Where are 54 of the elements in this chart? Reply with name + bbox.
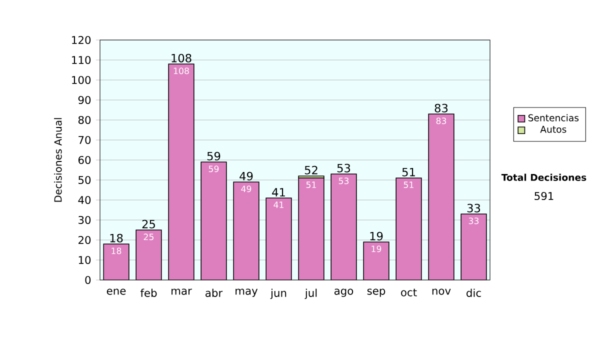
x-tick-label: abr: [206, 288, 223, 297]
x-tick-label: jun: [270, 288, 286, 300]
y-tick-label: 80: [78, 116, 91, 124]
total-label: 51: [402, 168, 415, 176]
text: 591: [534, 192, 554, 200]
y-tick-label: 70: [78, 136, 91, 144]
legend-label: Autos: [540, 126, 566, 133]
total-label: 52: [304, 166, 318, 174]
y-axis-title: Decisiones Anual: [54, 118, 62, 202]
total-label: 18: [110, 234, 123, 242]
y-tick-label: 0: [85, 276, 91, 284]
x-tick-label: sep: [367, 288, 386, 297]
data-label: 51: [404, 182, 414, 188]
total-label: 108: [172, 54, 192, 62]
x-tick-label: jul: [304, 288, 317, 300]
total-label: 33: [467, 204, 480, 212]
legend-label: Sentencias: [528, 114, 579, 122]
data-label: 41: [274, 202, 284, 208]
data-label: 33: [468, 218, 479, 224]
x-tick-label: oct: [401, 288, 417, 296]
y-tick-label: 30: [78, 216, 91, 224]
total-label: 83: [434, 104, 448, 112]
y-tick-label: 20: [78, 236, 91, 244]
x-tick-label: ene: [106, 288, 126, 295]
data-label: 19: [372, 246, 382, 252]
y-tick-label: 50: [78, 176, 91, 184]
data-label: 25: [144, 234, 154, 240]
x-tick-label: may: [236, 288, 258, 297]
data-label: 108: [174, 68, 189, 74]
data-label: 53: [338, 178, 349, 184]
total-label: 25: [142, 220, 155, 228]
data-label: 83: [436, 118, 446, 124]
total-label: 41: [272, 188, 285, 196]
y-tick-label: 60: [78, 156, 91, 164]
y-tick-label: 10: [78, 256, 91, 264]
y-tick-label: 90: [78, 96, 91, 104]
y-tick-label: 110: [72, 56, 91, 64]
y-tick-label: 40: [78, 196, 91, 204]
x-tick-label: feb: [140, 288, 157, 297]
data-label: 51: [306, 182, 316, 188]
y-tick-label: 120: [72, 36, 91, 44]
total-label: 19: [370, 232, 383, 240]
total-label: 49: [240, 172, 253, 180]
total-label: 53: [337, 164, 350, 172]
x-tick-label: nov: [432, 288, 451, 295]
x-tick-label: dic: [466, 288, 481, 297]
y-tick-label: 100: [72, 76, 91, 84]
data-label: 18: [112, 248, 122, 254]
x-tick-label: mar: [172, 288, 192, 295]
total-label: 59: [207, 152, 220, 160]
x-tick-label: ago: [334, 288, 354, 297]
data-label: 49: [241, 186, 252, 192]
data-label: 59: [208, 166, 219, 172]
text: Total Decisiones: [501, 174, 586, 181]
